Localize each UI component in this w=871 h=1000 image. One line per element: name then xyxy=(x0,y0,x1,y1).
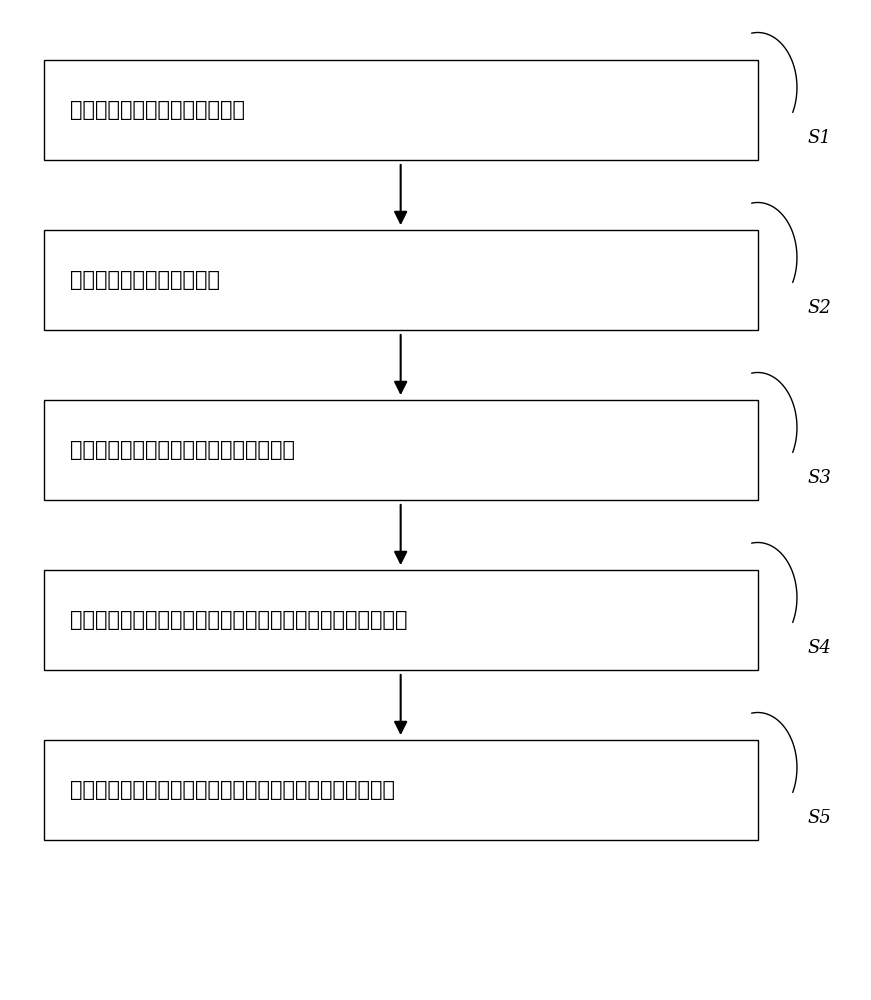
Text: 检测输出的信号经过低通滤波和运放处理: 检测输出的信号经过低通滤波和运放处理 xyxy=(70,440,294,460)
Text: 进行袖带振荡压力波的检测: 进行袖带振荡压力波的检测 xyxy=(70,270,219,290)
Text: S1: S1 xyxy=(807,129,831,147)
Text: S3: S3 xyxy=(807,469,831,487)
Text: S4: S4 xyxy=(807,639,831,657)
Bar xyxy=(44,60,758,160)
Text: 基于数字滤波后的信号，利用脉波分析法计算心脏每搏血量: 基于数字滤波后的信号，利用脉波分析法计算心脏每搏血量 xyxy=(70,780,395,800)
Text: S2: S2 xyxy=(807,299,831,317)
Text: 对气泵进行加压，带动袖带充气: 对气泵进行加压，带动袖带充气 xyxy=(70,100,245,120)
Bar xyxy=(44,400,758,500)
Bar xyxy=(44,230,758,330)
Text: 在芯片内对经过低通滤波和运放处理后的信号再进行数字滤波: 在芯片内对经过低通滤波和运放处理后的信号再进行数字滤波 xyxy=(70,610,407,630)
Text: S5: S5 xyxy=(807,809,831,827)
Bar xyxy=(44,740,758,840)
Bar xyxy=(44,570,758,670)
